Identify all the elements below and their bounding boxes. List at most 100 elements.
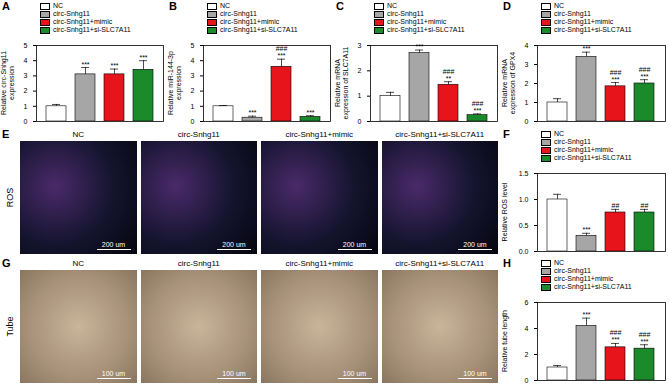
- html-text:circ-Snhg11+mimic: circ-Snhg11+mimic: [285, 130, 354, 139]
- svg-text:2: 2: [358, 67, 362, 74]
- html-text:A: A: [2, 0, 10, 12]
- svg-text:##: ##: [612, 202, 620, 209]
- html-text:200 um: 200 um: [342, 240, 367, 248]
- html-text:Relative circ-Snhg11 expressio: Relative circ-Snhg11 expression: [0, 51, 15, 115]
- svg-text:0: 0: [358, 118, 362, 125]
- svg-text:1: 1: [191, 103, 195, 110]
- svg-text:4: 4: [525, 325, 529, 332]
- svg-text:###***: ###***: [472, 100, 484, 114]
- html-text:NC: NC: [554, 130, 565, 137]
- html-text:NC: NC: [72, 259, 84, 268]
- svg-text:2: 2: [525, 80, 529, 87]
- svg-text:2: 2: [24, 87, 28, 94]
- svg-text:###***: ###***: [639, 66, 651, 80]
- html-text:circ-Snhg11: circ-Snhg11: [387, 10, 424, 17]
- svg-text:###***: ###***: [639, 331, 651, 345]
- html-text:NC: NC: [72, 130, 84, 139]
- html-text:circ-Snhg11+mimic: circ-Snhg11+mimic: [53, 18, 113, 25]
- svg-text:2: 2: [191, 87, 195, 94]
- svg-text:4: 4: [191, 57, 195, 64]
- svg-text:###***: ###***: [276, 45, 288, 59]
- html-text:circ-Snhg11+mimic: circ-Snhg11+mimic: [387, 18, 447, 25]
- html-text:G: G: [2, 257, 11, 269]
- svg-text:***: ***: [110, 62, 118, 69]
- svg-text:3: 3: [525, 61, 529, 68]
- svg-text:***: ***: [582, 45, 590, 52]
- html-text:NC: NC: [387, 2, 398, 9]
- svg-text:0.0: 0.0: [519, 248, 529, 255]
- html-text:circ-Snhg11+si-SLC7A11: circ-Snhg11+si-SLC7A11: [395, 259, 485, 268]
- html-text:circ-Snhg11: circ-Snhg11: [177, 130, 220, 139]
- html-text:Tube: Tube: [5, 316, 15, 337]
- html-text:circ-Snhg11: circ-Snhg11: [177, 259, 220, 268]
- svg-text:1.0: 1.0: [519, 196, 529, 203]
- html-text:circ-Snhg11+si-SLC7A11: circ-Snhg11+si-SLC7A11: [220, 26, 298, 33]
- svg-text:***: ***: [81, 61, 89, 68]
- svg-text:1: 1: [358, 92, 362, 99]
- html-text:100 um: 100 um: [463, 369, 487, 377]
- svg-text:###**: ###**: [443, 68, 455, 82]
- html-text:100 um: 100 um: [342, 369, 367, 377]
- html-text:F: F: [503, 128, 510, 140]
- svg-text:0: 0: [191, 118, 195, 125]
- svg-text:***: ***: [139, 54, 147, 61]
- html-text:circ-Snhg11+si-SLC7A11: circ-Snhg11+si-SLC7A11: [554, 26, 632, 33]
- html-text:NC: NC: [554, 2, 565, 9]
- html-text:Relative ROS level: Relative ROS level: [501, 182, 508, 242]
- html-text:Relative mRNA expression of GP: Relative mRNA expression of GPX4: [501, 51, 516, 115]
- html-text:B: B: [169, 0, 177, 12]
- html-text:200 um: 200 um: [101, 240, 126, 248]
- html-text:circ-Snhg11+si-SLC7A11: circ-Snhg11+si-SLC7A11: [53, 26, 131, 33]
- html-text:NC: NC: [53, 2, 64, 9]
- svg-text:***: ***: [415, 43, 423, 50]
- svg-text:0: 0: [525, 118, 529, 125]
- svg-text:4: 4: [24, 57, 28, 64]
- html-text:Relative mRNA expression of SL: Relative mRNA expression of SLC7A11: [334, 46, 349, 120]
- html-text:E: E: [2, 128, 10, 140]
- svg-text:0.5: 0.5: [519, 222, 529, 229]
- html-text:circ-Snhg11: circ-Snhg11: [554, 138, 591, 145]
- svg-text:4: 4: [525, 42, 529, 49]
- svg-text:***: ***: [582, 311, 590, 318]
- html-text:ROS: ROS: [5, 187, 15, 208]
- svg-text:###***: ###***: [610, 329, 622, 343]
- html-text:D: D: [503, 0, 511, 12]
- html-text:C: C: [336, 0, 344, 12]
- svg-text:0: 0: [24, 118, 28, 125]
- html-text:circ-Snhg11: circ-Snhg11: [554, 267, 591, 274]
- svg-text:###***: ###***: [610, 69, 622, 83]
- svg-text:***: ***: [306, 109, 314, 116]
- svg-text:1: 1: [525, 99, 529, 106]
- html-text:100 um: 100 um: [222, 369, 246, 377]
- svg-text:##: ##: [641, 202, 649, 209]
- html-text:circ-Snhg11+si-SLC7A11: circ-Snhg11+si-SLC7A11: [395, 130, 485, 139]
- svg-text:1.5: 1.5: [519, 170, 529, 177]
- svg-text:***: ***: [248, 109, 256, 116]
- html-text:circ-Snhg11+mimic: circ-Snhg11+mimic: [220, 18, 280, 25]
- html-text:200 um: 200 um: [222, 240, 246, 248]
- svg-text:***: ***: [582, 226, 590, 233]
- html-text:circ-Snhg11+mimic: circ-Snhg11+mimic: [554, 146, 614, 153]
- html-text:Relative miR-144-3p expression: Relative miR-144-3p expression: [167, 51, 182, 115]
- html-text:H: H: [503, 257, 511, 269]
- html-text:circ-Snhg11: circ-Snhg11: [220, 10, 257, 17]
- html-text:circ-Snhg11: circ-Snhg11: [554, 10, 591, 17]
- html-text:200 um: 200 um: [463, 240, 487, 248]
- html-text:circ-Snhg11: circ-Snhg11: [53, 10, 90, 17]
- svg-text:5: 5: [24, 42, 28, 49]
- html-text:circ-Snhg11+mimic: circ-Snhg11+mimic: [554, 18, 614, 25]
- svg-text:5: 5: [191, 42, 195, 49]
- svg-text:0: 0: [525, 377, 529, 384]
- svg-text:3: 3: [191, 72, 195, 79]
- html-text:NC: NC: [220, 2, 231, 9]
- svg-text:3: 3: [358, 42, 362, 49]
- svg-text:2: 2: [525, 351, 529, 358]
- svg-text:3: 3: [24, 72, 28, 79]
- html-text:100 um: 100 um: [101, 369, 126, 377]
- html-text:circ-Snhg11+si-SLC7A11: circ-Snhg11+si-SLC7A11: [554, 154, 632, 161]
- svg-text:1: 1: [24, 103, 28, 110]
- html-text:circ-Snhg11+si-SLC7A11: circ-Snhg11+si-SLC7A11: [387, 26, 465, 33]
- html-text:circ-Snhg11+mimic: circ-Snhg11+mimic: [285, 259, 354, 268]
- html-text:NC: NC: [554, 259, 565, 266]
- svg-text:6: 6: [525, 299, 529, 306]
